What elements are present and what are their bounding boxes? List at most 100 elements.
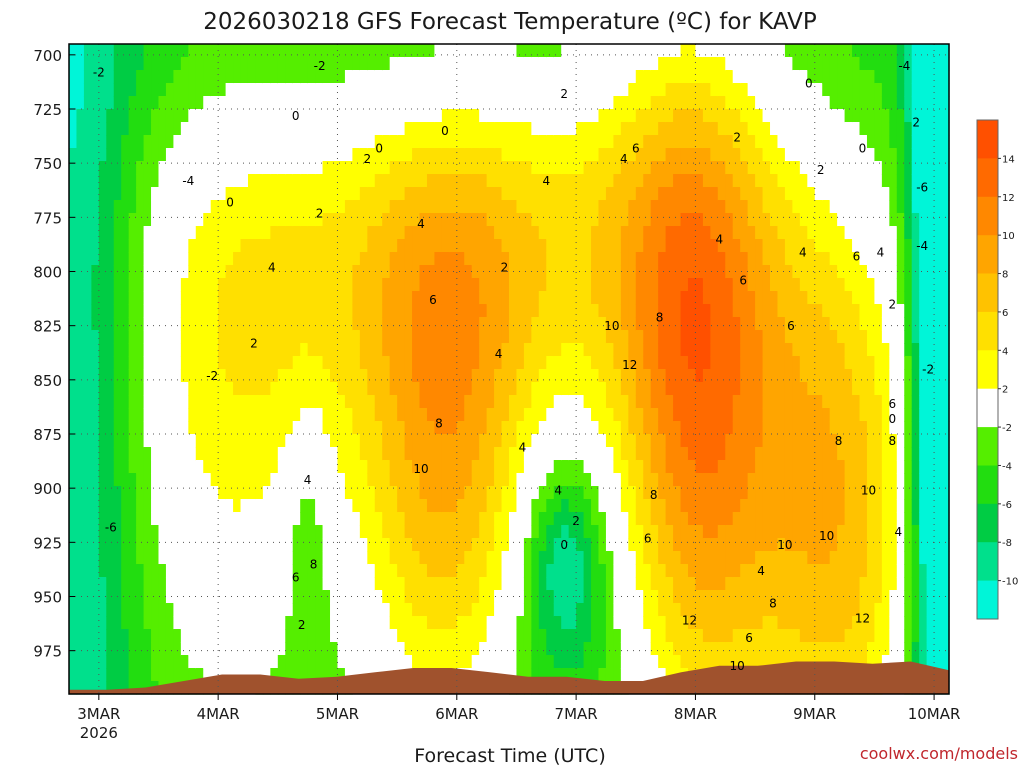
temperature-cell	[777, 135, 786, 149]
temperature-cell	[740, 148, 749, 162]
temperature-cell	[322, 421, 331, 435]
temperature-cell	[300, 226, 309, 240]
temperature-cell	[158, 590, 167, 604]
temperature-cell	[285, 473, 294, 487]
temperature-cell	[479, 538, 488, 552]
temperature-cell	[613, 239, 622, 253]
temperature-cell	[441, 434, 450, 448]
temperature-cell	[240, 616, 249, 630]
temperature-cell	[807, 525, 816, 539]
temperature-cell	[165, 499, 175, 513]
temperature-cell	[426, 408, 436, 422]
temperature-cell	[665, 278, 674, 292]
temperature-cell	[531, 226, 540, 240]
temperature-cell	[717, 473, 726, 487]
temperature-cell	[501, 538, 510, 552]
temperature-cell	[247, 486, 257, 500]
temperature-cell	[158, 109, 167, 123]
temperature-cell	[300, 421, 309, 435]
temperature-cell	[546, 330, 555, 344]
temperature-cell	[628, 239, 637, 253]
temperature-cell	[158, 655, 167, 669]
temperature-cell	[770, 642, 779, 656]
temperature-cell	[546, 252, 555, 266]
temperature-cell	[69, 96, 78, 110]
temperature-cell	[583, 369, 592, 383]
temperature-cell	[628, 382, 637, 396]
temperature-cell	[374, 135, 383, 149]
temperature-cell	[717, 239, 726, 253]
temperature-cell	[665, 538, 674, 552]
temperature-cell	[69, 642, 78, 656]
temperature-cell	[218, 356, 227, 370]
temperature-cell	[702, 369, 711, 383]
temperature-cell	[523, 109, 532, 123]
temperature-cell	[322, 577, 331, 591]
temperature-cell	[240, 278, 249, 292]
temperature-cell	[165, 330, 175, 344]
temperature-cell	[240, 122, 249, 136]
temperature-cell	[397, 57, 406, 71]
temperature-cell	[486, 590, 495, 604]
temperature-cell	[464, 213, 473, 227]
temperature-cell	[486, 512, 495, 526]
temperature-cell	[605, 395, 615, 409]
temperature-cell	[307, 421, 316, 435]
temperature-cell	[180, 499, 189, 513]
temperature-cell	[277, 499, 286, 513]
temperature-cell	[255, 122, 264, 136]
temperature-cell	[695, 83, 704, 97]
temperature-cell	[710, 161, 719, 175]
temperature-cell	[374, 70, 383, 84]
temperature-cell	[106, 122, 115, 136]
temperature-cell	[799, 291, 808, 305]
temperature-cell	[419, 70, 428, 84]
temperature-cell	[650, 291, 659, 305]
temperature-cell	[374, 577, 383, 591]
temperature-cell	[195, 122, 204, 136]
temperature-cell	[419, 603, 428, 617]
temperature-cell	[680, 343, 689, 357]
temperature-cell	[434, 135, 443, 149]
temperature-cell	[151, 83, 160, 97]
temperature-cell	[635, 616, 644, 630]
temperature-cell	[69, 213, 78, 227]
temperature-cell	[76, 629, 85, 643]
temperature-cell	[471, 239, 480, 253]
temperature-cell	[83, 213, 92, 227]
temperature-cell	[613, 486, 622, 500]
temperature-cell	[262, 460, 271, 474]
temperature-cell	[576, 616, 585, 630]
temperature-cell	[121, 161, 130, 175]
temperature-cell	[255, 343, 264, 357]
temperature-cell	[755, 447, 764, 461]
temperature-cell	[113, 369, 122, 383]
temperature-cell	[710, 525, 719, 539]
temperature-cell	[344, 330, 353, 344]
temperature-cell	[300, 291, 309, 305]
temperature-cell	[449, 44, 458, 58]
temperature-cell	[635, 564, 644, 578]
temperature-cell	[710, 265, 719, 279]
temperature-cell	[106, 512, 115, 526]
temperature-cell	[523, 551, 532, 565]
temperature-cell	[583, 200, 592, 214]
temperature-cell	[434, 382, 443, 396]
temperature-cell	[620, 304, 629, 318]
temperature-cell	[732, 174, 741, 188]
temperature-cell	[523, 577, 532, 591]
temperature-cell	[98, 642, 107, 656]
temperature-cell	[195, 226, 204, 240]
temperature-cell	[389, 148, 398, 162]
temperature-cell	[650, 213, 659, 227]
temperature-cell	[210, 317, 219, 331]
temperature-cell	[292, 447, 301, 461]
temperature-cell	[643, 538, 652, 552]
temperature-cell	[628, 83, 637, 97]
temperature-cell	[121, 629, 130, 643]
temperature-cell	[136, 447, 145, 461]
temperature-cell	[501, 629, 510, 643]
temperature-cell	[770, 356, 779, 370]
temperature-cell	[762, 395, 771, 409]
temperature-cell	[807, 83, 816, 97]
